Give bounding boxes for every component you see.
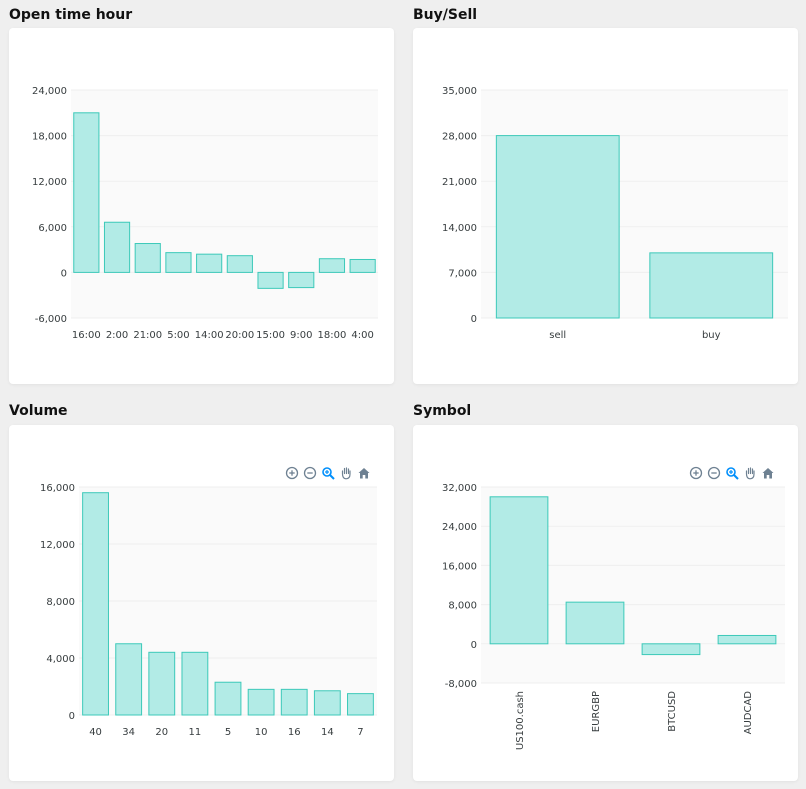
zoom-in-icon[interactable] bbox=[285, 466, 299, 480]
chart-card-volume: 16,000 12,000 8,000 4,000 0 40 34 20 11 5 10 16 14 7 bbox=[9, 425, 394, 781]
y-tick-label: 0 bbox=[471, 640, 477, 651]
x-category-label: 5:00 bbox=[167, 330, 189, 341]
x-category-label: 10 bbox=[255, 727, 268, 738]
x-category-label: sell bbox=[549, 330, 566, 341]
bar[interactable] bbox=[565, 601, 625, 645]
x-category-label: 15:00 bbox=[256, 330, 285, 341]
bar[interactable] bbox=[349, 258, 376, 273]
bar[interactable] bbox=[103, 221, 131, 273]
y-tick-label: -8,000 bbox=[445, 679, 477, 690]
bar[interactable] bbox=[318, 258, 346, 273]
bar[interactable] bbox=[313, 690, 341, 716]
bar[interactable] bbox=[489, 496, 549, 645]
bar[interactable] bbox=[641, 643, 701, 656]
chart-toolbar-volume bbox=[285, 466, 371, 480]
y-tick-label: 18,000 bbox=[32, 132, 67, 143]
x-category-label: 11 bbox=[189, 727, 202, 738]
chart-toolbar-symbol bbox=[689, 466, 775, 480]
chart-card-symbol: 32,000 24,000 16,000 8,000 0 -8,000 US100.cash… bbox=[413, 425, 798, 781]
x-category-label: BTCUSD bbox=[667, 691, 678, 732]
y-tick-label: 8,000 bbox=[448, 601, 477, 612]
pan-hand-icon[interactable] bbox=[339, 466, 353, 480]
x-category-label: 9:00 bbox=[290, 330, 312, 341]
bar[interactable] bbox=[247, 688, 275, 716]
bar[interactable] bbox=[73, 112, 100, 273]
reset-home-icon[interactable] bbox=[761, 466, 775, 480]
bar[interactable] bbox=[148, 651, 176, 716]
bar[interactable] bbox=[226, 255, 253, 273]
y-tick-label: 14,000 bbox=[442, 223, 477, 234]
x-category-label: 20:00 bbox=[225, 330, 254, 341]
y-tick-label: 7,000 bbox=[448, 268, 477, 279]
x-category-label: 34 bbox=[122, 727, 135, 738]
x-category-label: 2:00 bbox=[106, 330, 128, 341]
zoom-in-icon[interactable] bbox=[689, 466, 703, 480]
bar[interactable] bbox=[257, 271, 284, 289]
x-category-label: buy bbox=[702, 330, 721, 341]
y-tick-label: 28,000 bbox=[442, 132, 477, 143]
y-tick-label: 21,000 bbox=[442, 177, 477, 188]
x-category-label: 5 bbox=[225, 727, 231, 738]
x-category-label: US100.cash bbox=[515, 691, 526, 750]
panel-title-volume: Volume bbox=[9, 403, 68, 419]
chart-open-time-hour: 24,000 18,000 12,000 6,000 0 -6,000 16:00 2:00 2… bbox=[32, 86, 378, 341]
x-category-label: 16 bbox=[288, 727, 301, 738]
reset-home-icon[interactable] bbox=[357, 466, 371, 480]
bar[interactable] bbox=[165, 252, 192, 273]
bar[interactable] bbox=[288, 271, 315, 289]
chart-card-open-time-hour: 24,000 18,000 12,000 6,000 0 -6,000 16:00 2:00 2… bbox=[9, 28, 394, 384]
panel-title-buy-sell: Buy/Sell bbox=[413, 7, 478, 23]
zoom-selection-icon[interactable] bbox=[321, 466, 335, 480]
zoom-out-icon[interactable] bbox=[303, 466, 317, 480]
y-tick-label: 35,000 bbox=[442, 86, 477, 97]
x-category-label: 4:00 bbox=[351, 330, 373, 341]
y-tick-label: 12,000 bbox=[40, 540, 75, 551]
x-category-label: 18:00 bbox=[318, 330, 347, 341]
y-tick-label: 16,000 bbox=[442, 561, 477, 572]
y-tick-label: 6,000 bbox=[38, 223, 67, 234]
bar[interactable] bbox=[214, 681, 242, 716]
bar[interactable] bbox=[649, 252, 774, 319]
bar[interactable] bbox=[495, 135, 620, 319]
x-category-label: 7 bbox=[357, 727, 363, 738]
y-tick-label: 24,000 bbox=[32, 86, 67, 97]
x-category-label: 21:00 bbox=[133, 330, 162, 341]
x-category-label: 20 bbox=[155, 727, 168, 738]
chart-symbol: 32,000 24,000 16,000 8,000 0 -8,000 US100.cash… bbox=[442, 483, 785, 750]
x-category-label: 40 bbox=[89, 727, 102, 738]
y-tick-label: -6,000 bbox=[35, 314, 67, 325]
x-category-label: AUDCAD bbox=[743, 691, 754, 735]
panel-title-open-time-hour: Open time hour bbox=[9, 7, 133, 23]
bar[interactable] bbox=[717, 634, 777, 645]
bar[interactable] bbox=[134, 243, 161, 273]
x-category-label: 16:00 bbox=[72, 330, 101, 341]
panel-title-symbol: Symbol bbox=[413, 403, 472, 419]
zoom-out-icon[interactable] bbox=[707, 466, 721, 480]
bar[interactable] bbox=[181, 651, 209, 716]
y-tick-label: 4,000 bbox=[46, 654, 75, 665]
x-category-label: 14 bbox=[321, 727, 334, 738]
chart-volume: 16,000 12,000 8,000 4,000 0 40 34 20 11 5 10 16 14 7 bbox=[40, 483, 377, 738]
bar[interactable] bbox=[280, 688, 308, 716]
zoom-selection-icon[interactable] bbox=[725, 466, 739, 480]
bar[interactable] bbox=[347, 693, 374, 716]
y-tick-label: 8,000 bbox=[46, 597, 75, 608]
x-category-label: 14:00 bbox=[195, 330, 224, 341]
chart-card-buy-sell: 35,000 28,000 21,000 14,000 7,000 0 sell buy bbox=[413, 28, 798, 384]
y-tick-label: 24,000 bbox=[442, 522, 477, 533]
y-tick-label: 0 bbox=[61, 268, 67, 279]
plot-area bbox=[71, 90, 378, 318]
bar[interactable] bbox=[196, 253, 223, 273]
y-tick-label: 12,000 bbox=[32, 177, 67, 188]
bar[interactable] bbox=[82, 492, 109, 716]
bar[interactable] bbox=[115, 643, 143, 716]
y-tick-label: 0 bbox=[69, 711, 75, 722]
y-tick-label: 0 bbox=[471, 314, 477, 325]
y-tick-label: 16,000 bbox=[40, 483, 75, 494]
x-category-label: EURGBP bbox=[591, 691, 602, 732]
chart-buy-sell: 35,000 28,000 21,000 14,000 7,000 0 sell buy bbox=[442, 86, 788, 341]
pan-hand-icon[interactable] bbox=[743, 466, 757, 480]
y-tick-label: 32,000 bbox=[442, 483, 477, 494]
